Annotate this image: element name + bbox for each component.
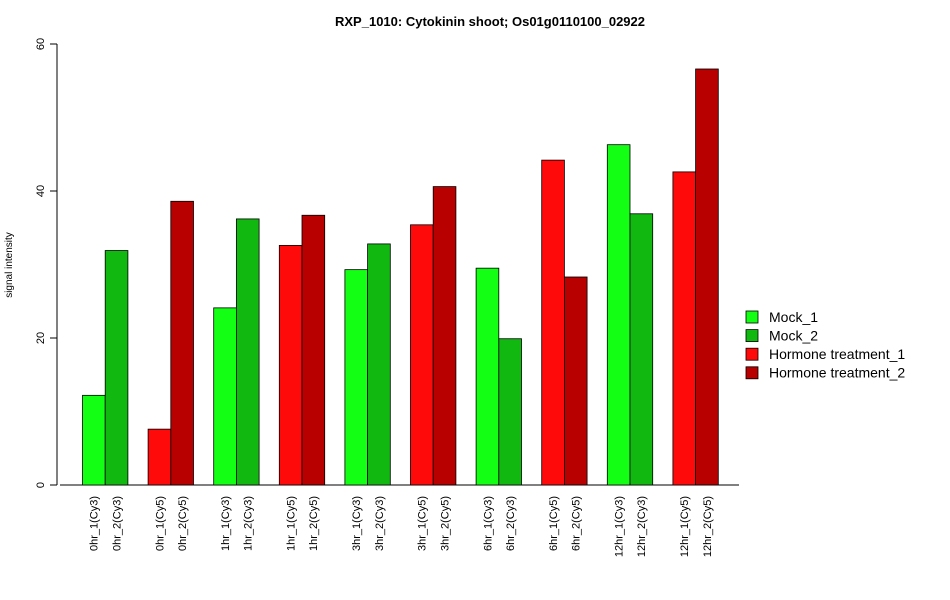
- x-tick-label: 3hr_1(Cy3): [351, 496, 363, 551]
- x-tick-label: 12hr_2(Cy3): [636, 496, 648, 557]
- bars: [82, 68, 719, 486]
- legend-swatch: [745, 347, 759, 361]
- x-tick-labels: 0hr_1(Cy3) 0hr_2(Cy3) 0hr_1(Cy5) 0hr_2(Cy5)…: [89, 496, 714, 557]
- chart-title: RXP_1010: Cytokinin shoot; Os01g0110100_…: [335, 14, 645, 29]
- y-tick-label: 60: [35, 38, 47, 50]
- x-tick-label: 3hr_2(Cy5): [439, 496, 451, 551]
- legend: Mock_1 Mock_2 Hormone treatment_1 Hormone t…: [745, 309, 905, 381]
- y-axis-label: signal intensity: [4, 232, 15, 298]
- legend-swatch: [745, 310, 759, 324]
- x-tick-label: 3hr_1(Cy5): [417, 496, 429, 551]
- bar: [367, 243, 391, 486]
- bar: [235, 218, 260, 486]
- bar: [344, 269, 368, 486]
- y-tick-label: 20: [35, 332, 47, 344]
- bar: [213, 307, 237, 486]
- x-tick-label: 0hr_1(Cy3): [89, 496, 101, 551]
- bar: [147, 428, 172, 486]
- bar: [541, 159, 565, 486]
- bar: [498, 338, 522, 486]
- bar: [606, 144, 631, 486]
- x-tick-label: 6hr_1(Cy5): [548, 496, 560, 551]
- y-tick-label: 0: [35, 482, 47, 488]
- bar: [695, 68, 719, 486]
- x-tick-label: 6hr_1(Cy3): [482, 496, 494, 551]
- bar: [629, 213, 654, 486]
- legend-label: Mock_1: [769, 309, 818, 325]
- x-tick-label: 1hr_1(Cy3): [220, 496, 232, 551]
- x-tick-label: 1hr_2(Cy5): [308, 496, 320, 551]
- legend-swatch: [745, 329, 759, 343]
- bar: [104, 250, 129, 486]
- bar: [82, 394, 106, 486]
- bar: [278, 244, 303, 486]
- legend-swatch: [745, 366, 759, 380]
- x-tick-label: 6hr_2(Cy5): [571, 496, 583, 551]
- y-tick-label: 40: [35, 185, 47, 197]
- x-tick-label: 6hr_2(Cy3): [505, 496, 517, 551]
- x-tick-label: 12hr_1(Cy5): [679, 496, 691, 557]
- y-axis: 0 20 40 60: [35, 38, 58, 488]
- bar: [672, 171, 697, 486]
- x-tick-label: 12hr_1(Cy3): [614, 496, 626, 557]
- x-tick-label: 0hr_2(Cy3): [111, 496, 123, 551]
- bar: [170, 200, 194, 486]
- x-tick-label: 1hr_1(Cy5): [286, 496, 298, 551]
- x-tick-label: 1hr_2(Cy3): [243, 496, 255, 551]
- bar: [564, 276, 588, 486]
- bar: [410, 224, 434, 486]
- x-tick-label: 12hr_2(Cy5): [702, 496, 714, 557]
- x-tick-label: 0hr_2(Cy5): [177, 496, 189, 551]
- legend-label: Hormone treatment_1: [769, 346, 905, 362]
- bar: [432, 186, 457, 486]
- legend-label: Mock_2: [769, 328, 818, 344]
- x-tick-label: 0hr_1(Cy5): [154, 496, 166, 551]
- x-tick-label: 3hr_2(Cy3): [374, 496, 386, 551]
- bar: [475, 267, 500, 486]
- bar: [301, 214, 326, 486]
- legend-label: Hormone treatment_2: [769, 365, 905, 381]
